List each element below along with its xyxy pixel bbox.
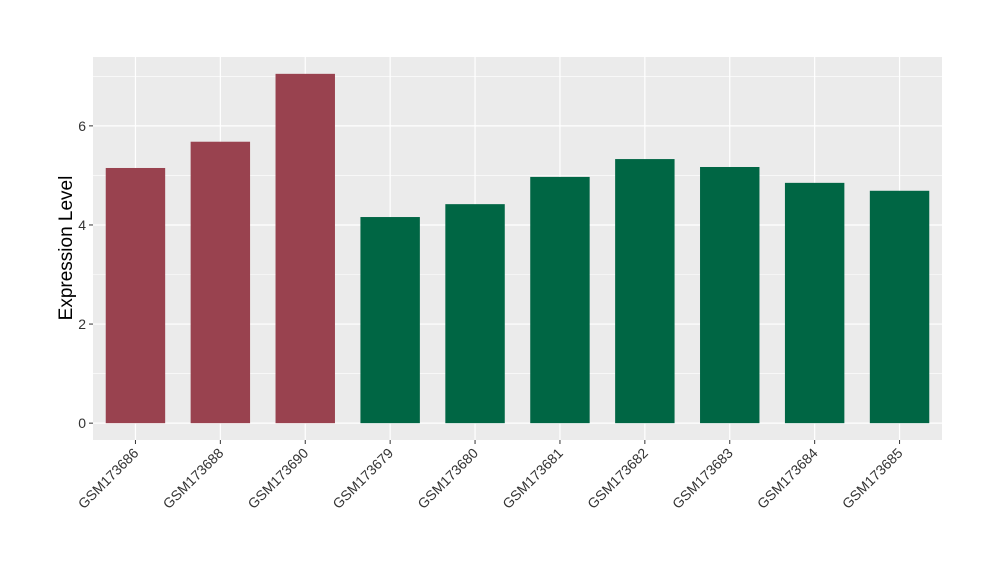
x-tick-label: GSM173690 xyxy=(244,445,311,512)
y-axis-label: Expression Level xyxy=(56,176,77,321)
x-tick-label: GSM173686 xyxy=(75,445,142,512)
x-tick-label: GSM173685 xyxy=(839,445,906,512)
y-tick-label: 2 xyxy=(78,316,86,332)
x-tick-label: GSM173679 xyxy=(329,445,396,512)
bars xyxy=(105,73,930,424)
bar-GSM173679 xyxy=(360,217,420,424)
bar-GSM173685 xyxy=(869,190,930,424)
x-tick-label: GSM173683 xyxy=(669,445,736,512)
bar-GSM173681 xyxy=(530,176,590,424)
y-axis: 0 2 4 6 xyxy=(78,118,93,431)
y-tick-label: 4 xyxy=(78,217,86,233)
x-axis: GSM173686 GSM173688 GSM173690 GSM173679 GSM1… xyxy=(75,440,906,512)
bar-GSM173682 xyxy=(615,159,675,424)
bar-GSM173683 xyxy=(700,166,760,424)
y-tick-label: 0 xyxy=(78,415,86,431)
bar-GSM173680 xyxy=(445,204,505,424)
bar-GSM173690 xyxy=(275,73,335,424)
x-tick-label: GSM173680 xyxy=(414,445,481,512)
y-tick-label: 6 xyxy=(78,118,86,134)
x-tick-label: GSM173682 xyxy=(584,445,651,512)
bar-GSM173684 xyxy=(784,182,845,424)
x-tick-label: GSM173688 xyxy=(160,445,227,512)
x-tick-label: GSM173684 xyxy=(754,445,821,512)
bar-GSM173688 xyxy=(190,141,251,424)
bar-GSM173686 xyxy=(105,167,166,424)
x-tick-label: GSM173681 xyxy=(499,445,566,512)
